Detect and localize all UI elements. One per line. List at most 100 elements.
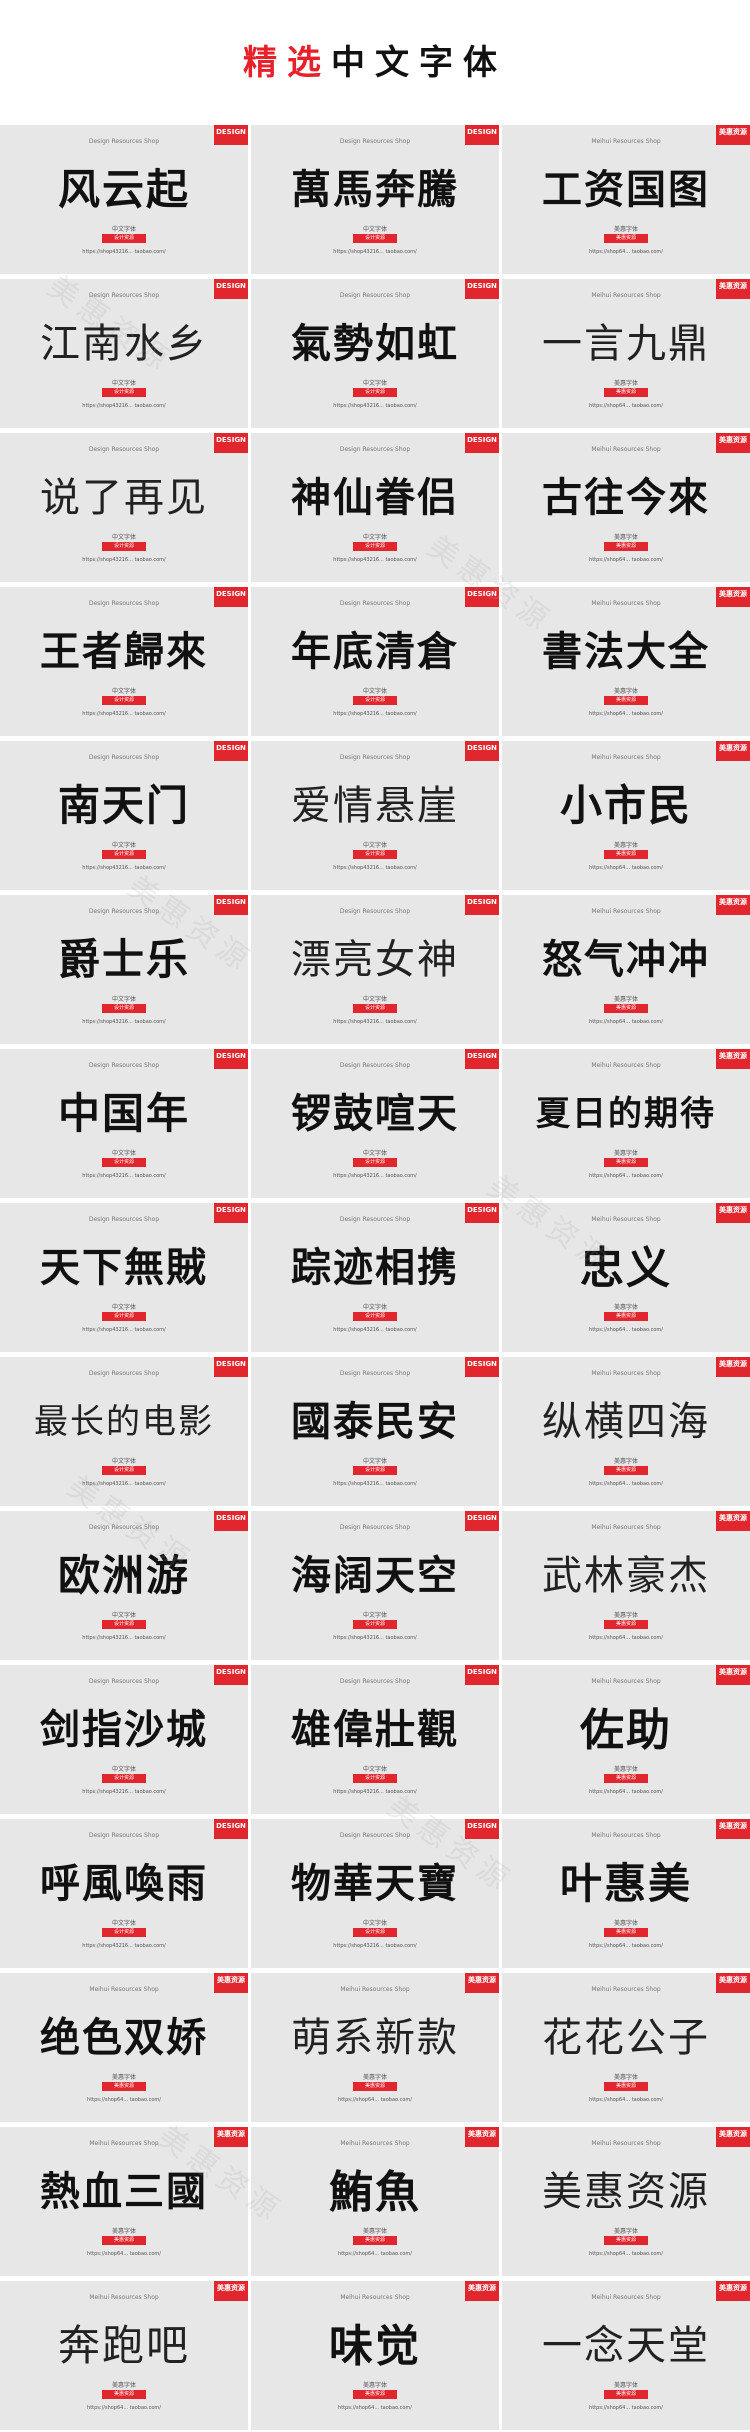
font-card[interactable]: DESIGN Design Resources Shop 欧洲游 中文字体 设计资源 ht… <box>0 1511 248 1660</box>
shop-url[interactable]: https://shop64... taobao.com/ <box>589 865 663 871</box>
shop-label: Meihui Resources Shop <box>591 1216 661 1223</box>
font-category: 美惠字体 <box>613 1612 638 1619</box>
font-card[interactable]: 美惠资源 Meihui Resources Shop 萌系新款 美惠字体 美惠资源 htt… <box>251 1973 499 2122</box>
shop-url[interactable]: https://shop64... taobao.com/ <box>589 1327 663 1333</box>
font-card[interactable]: DESIGN Design Resources Shop 踪迹相携 中文字体 设计资源 h… <box>251 1203 499 1352</box>
shop-url[interactable]: https://shop64... taobao.com/ <box>338 2251 412 2257</box>
font-card[interactable]: 美惠资源 Meihui Resources Shop 工资国图 美惠字体 美惠资源 htt… <box>502 125 750 274</box>
shop-url[interactable]: https://shop43216... taobao.com/ <box>82 403 166 409</box>
shop-url[interactable]: https://shop64... taobao.com/ <box>338 2097 412 2103</box>
font-card[interactable]: 美惠资源 Meihui Resources Shop 美惠资源 美惠字体 美惠资源 htt… <box>502 2127 750 2276</box>
font-card[interactable]: 美惠资源 Meihui Resources Shop 佐助 美惠字体 美惠资源 https… <box>502 1665 750 1814</box>
font-card[interactable]: DESIGN Design Resources Shop 神仙眷侣 中文字体 设计资源 h… <box>251 433 499 582</box>
shop-url[interactable]: https://shop43216... taobao.com/ <box>82 249 166 255</box>
shop-url[interactable]: https://shop64... taobao.com/ <box>87 2251 161 2257</box>
font-card[interactable]: DESIGN Design Resources Shop 剑指沙城 中文字体 设计资源 h… <box>0 1665 248 1814</box>
brand-badge: 美惠资源 <box>716 125 750 145</box>
font-card[interactable]: DESIGN Design Resources Shop 说了再见 中文字体 设计资源 h… <box>0 433 248 582</box>
font-card[interactable]: 美惠资源 Meihui Resources Shop 叶惠美 美惠字体 美惠资源 http… <box>502 1819 750 1968</box>
font-card[interactable]: DESIGN Design Resources Shop 物華天寶 中文字体 设计资源 h… <box>251 1819 499 1968</box>
font-card[interactable]: DESIGN Design Resources Shop 氣勢如虹 中文字体 设计资源 h… <box>251 279 499 428</box>
shop-url[interactable]: https://shop43216... taobao.com/ <box>333 1019 417 1025</box>
shop-url[interactable]: https://shop64... taobao.com/ <box>87 2405 161 2411</box>
shop-url[interactable]: https://shop64... taobao.com/ <box>589 2251 663 2257</box>
font-card[interactable]: 美惠资源 Meihui Resources Shop 绝色双娇 美惠字体 美惠资源 htt… <box>0 1973 248 2122</box>
shop-url[interactable]: https://shop43216... taobao.com/ <box>333 1173 417 1179</box>
font-card[interactable]: 美惠资源 Meihui Resources Shop 武林豪杰 美惠字体 美惠资源 htt… <box>502 1511 750 1660</box>
shop-url[interactable]: https://shop43216... taobao.com/ <box>333 249 417 255</box>
font-sample-text: 中国年 <box>57 1088 190 1138</box>
font-card[interactable]: 美惠资源 Meihui Resources Shop 古往今來 美惠字体 美惠资源 htt… <box>502 433 750 582</box>
shop-url[interactable]: https://shop43216... taobao.com/ <box>82 1635 166 1641</box>
shop-url[interactable]: https://shop64... taobao.com/ <box>589 1019 663 1025</box>
shop-url[interactable]: https://shop43216... taobao.com/ <box>82 1173 166 1179</box>
font-card[interactable]: DESIGN Design Resources Shop 王者歸來 中文字体 设计资源 h… <box>0 587 248 736</box>
font-card[interactable]: 美惠资源 Meihui Resources Shop 忠义 美惠字体 美惠资源 https… <box>502 1203 750 1352</box>
shop-url[interactable]: https://shop43216... taobao.com/ <box>82 1789 166 1795</box>
font-card[interactable]: DESIGN Design Resources Shop 最长的电影 中文字体 设计资源… <box>0 1357 248 1506</box>
shop-url[interactable]: https://shop64... taobao.com/ <box>589 557 663 563</box>
font-card[interactable]: DESIGN Design Resources Shop 漂亮女神 中文字体 设计资源 h… <box>251 895 499 1044</box>
font-card[interactable]: DESIGN Design Resources Shop 雄偉壯觀 中文字体 设计资源 h… <box>251 1665 499 1814</box>
font-card[interactable]: DESIGN Design Resources Shop 爱情悬崖 中文字体 设计资源 h… <box>251 741 499 890</box>
font-card[interactable]: DESIGN Design Resources Shop 风云起 中文字体 设计资源 ht… <box>0 125 248 274</box>
shop-url[interactable]: https://shop43216... taobao.com/ <box>333 1481 417 1487</box>
font-card[interactable]: 美惠资源 Meihui Resources Shop 小市民 美惠字体 美惠资源 http… <box>502 741 750 890</box>
font-card[interactable]: DESIGN Design Resources Shop 國泰民安 中文字体 设计资源 h… <box>251 1357 499 1506</box>
font-card[interactable]: 美惠资源 Meihui Resources Shop 熱血三國 美惠字体 美惠资源 htt… <box>0 2127 248 2276</box>
shop-url[interactable]: https://shop43216... taobao.com/ <box>333 1789 417 1795</box>
shop-url[interactable]: https://shop64... taobao.com/ <box>589 1635 663 1641</box>
font-card[interactable]: 美惠资源 Meihui Resources Shop 奔跑吧 美惠字体 美惠资源 http… <box>0 2281 248 2430</box>
shop-url[interactable]: https://shop64... taobao.com/ <box>589 1789 663 1795</box>
shop-url[interactable]: https://shop43216... taobao.com/ <box>82 1943 166 1949</box>
shop-label: Design Resources Shop <box>88 600 160 607</box>
shop-url[interactable]: https://shop43216... taobao.com/ <box>333 1943 417 1949</box>
font-card[interactable]: 美惠资源 Meihui Resources Shop 纵横四海 美惠字体 美惠资源 htt… <box>502 1357 750 1506</box>
font-card[interactable]: DESIGN Design Resources Shop 萬馬奔騰 中文字体 设计资源 h… <box>251 125 499 274</box>
shop-url[interactable]: https://shop43216... taobao.com/ <box>82 711 166 717</box>
resource-tag: 设计资源 <box>102 388 146 397</box>
shop-url[interactable]: https://shop64... taobao.com/ <box>589 711 663 717</box>
font-card[interactable]: 美惠资源 Meihui Resources Shop 夏日的期待 美惠字体 美惠资源 ht… <box>502 1049 750 1198</box>
shop-url[interactable]: https://shop43216... taobao.com/ <box>333 403 417 409</box>
font-card[interactable]: 美惠资源 Meihui Resources Shop 怒气冲冲 美惠字体 美惠资源 htt… <box>502 895 750 1044</box>
font-card[interactable]: DESIGN Design Resources Shop 天下無賊 中文字体 设计资源 h… <box>0 1203 248 1352</box>
font-card[interactable]: DESIGN Design Resources Shop 中国年 中文字体 设计资源 ht… <box>0 1049 248 1198</box>
shop-url[interactable]: https://shop43216... taobao.com/ <box>333 865 417 871</box>
font-card[interactable]: DESIGN Design Resources Shop 南天门 中文字体 设计资源 ht… <box>0 741 248 890</box>
shop-url[interactable]: https://shop43216... taobao.com/ <box>333 1327 417 1333</box>
font-sample-text: 書法大全 <box>542 628 710 675</box>
shop-url[interactable]: https://shop64... taobao.com/ <box>589 249 663 255</box>
shop-url[interactable]: https://shop43216... taobao.com/ <box>333 1635 417 1641</box>
shop-url[interactable]: https://shop43216... taobao.com/ <box>82 865 166 871</box>
shop-url[interactable]: https://shop64... taobao.com/ <box>589 1481 663 1487</box>
shop-url[interactable]: https://shop64... taobao.com/ <box>87 2097 161 2103</box>
font-category: 美惠字体 <box>613 1458 638 1465</box>
font-card[interactable]: DESIGN Design Resources Shop 呼風喚雨 中文字体 设计资源 h… <box>0 1819 248 1968</box>
shop-url[interactable]: https://shop43216... taobao.com/ <box>82 1481 166 1487</box>
font-category: 中文字体 <box>362 842 387 849</box>
shop-url[interactable]: https://shop43216... taobao.com/ <box>82 557 166 563</box>
font-card[interactable]: 美惠资源 Meihui Resources Shop 味觉 美惠字体 美惠资源 https… <box>251 2281 499 2430</box>
font-card[interactable]: 美惠资源 Meihui Resources Shop 一言九鼎 美惠字体 美惠资源 htt… <box>502 279 750 428</box>
shop-url[interactable]: https://shop64... taobao.com/ <box>589 1173 663 1179</box>
shop-url[interactable]: https://shop43216... taobao.com/ <box>333 711 417 717</box>
font-card[interactable]: DESIGN Design Resources Shop 锣鼓喧天 中文字体 设计资源 h… <box>251 1049 499 1198</box>
font-card[interactable]: DESIGN Design Resources Shop 爵士乐 中文字体 设计资源 ht… <box>0 895 248 1044</box>
shop-url[interactable]: https://shop64... taobao.com/ <box>338 2405 412 2411</box>
font-card[interactable]: DESIGN Design Resources Shop 年底清倉 中文字体 设计资源 h… <box>251 587 499 736</box>
shop-url[interactable]: https://shop43216... taobao.com/ <box>82 1019 166 1025</box>
shop-url[interactable]: https://shop64... taobao.com/ <box>589 1943 663 1949</box>
shop-url[interactable]: https://shop43216... taobao.com/ <box>333 557 417 563</box>
shop-url[interactable]: https://shop64... taobao.com/ <box>589 2405 663 2411</box>
shop-url[interactable]: https://shop64... taobao.com/ <box>589 403 663 409</box>
shop-url[interactable]: https://shop43216... taobao.com/ <box>82 1327 166 1333</box>
font-card[interactable]: DESIGN Design Resources Shop 海阔天空 中文字体 设计资源 h… <box>251 1511 499 1660</box>
shop-url[interactable]: https://shop64... taobao.com/ <box>589 2097 663 2103</box>
font-card[interactable]: DESIGN Design Resources Shop 江南水乡 中文字体 设计资源 h… <box>0 279 248 428</box>
font-card[interactable]: 美惠资源 Meihui Resources Shop 書法大全 美惠字体 美惠资源 htt… <box>502 587 750 736</box>
font-card[interactable]: 美惠资源 Meihui Resources Shop 一念天堂 美惠字体 美惠资源 htt… <box>502 2281 750 2430</box>
font-category: 中文字体 <box>111 226 136 233</box>
font-card[interactable]: 美惠资源 Meihui Resources Shop 鮪魚 美惠字体 美惠资源 https… <box>251 2127 499 2276</box>
font-card[interactable]: 美惠资源 Meihui Resources Shop 花花公子 美惠字体 美惠资源 htt… <box>502 1973 750 2122</box>
